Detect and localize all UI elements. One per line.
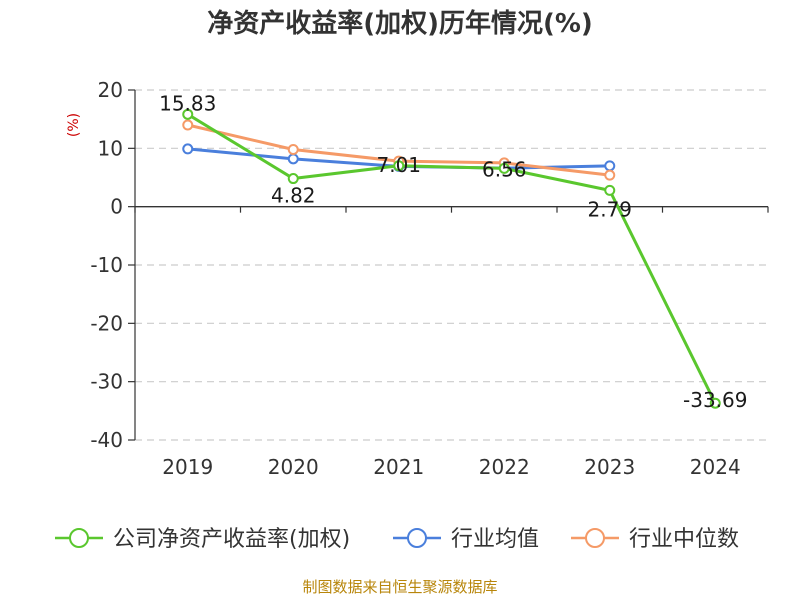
y-tick-label: -10 [90, 253, 123, 277]
legend-label-1: 行业均值 [451, 527, 539, 552]
source-note: 制图数据来自恒生聚源数据库 [302, 578, 497, 596]
x-tick-label: 2019 [162, 455, 213, 479]
legend-marker-2 [585, 528, 605, 548]
grid-layer [135, 89, 768, 441]
data-label: 7.01 [376, 153, 421, 177]
y-tick-label: 20 [98, 78, 123, 102]
x-tick-label: 2021 [373, 455, 424, 479]
x-tick-label: 2024 [690, 455, 741, 479]
data-point-0 [709, 397, 721, 409]
data-label: 15.83 [159, 91, 216, 115]
data-point-2 [287, 144, 299, 155]
data-point-0 [182, 108, 194, 120]
legend: 公司净资产收益率(加权) 行业均值 行业中位数 [55, 527, 739, 552]
chart-title: 净资产收益率(加权)历年情况(%) [207, 8, 593, 39]
legend-label-0: 公司净资产收益率(加权) [113, 527, 350, 552]
y-tick-label: -20 [90, 311, 123, 335]
data-point-1 [182, 143, 194, 155]
data-label-layer: 15.83 4.82 7.01 6.56 2.79 -33.69 [159, 91, 747, 412]
data-point-0 [604, 184, 616, 196]
series-line-0 [186, 113, 717, 404]
legend-label-2: 行业中位数 [629, 527, 739, 552]
y-tick-label: 10 [98, 136, 123, 160]
data-point-0 [287, 173, 299, 185]
x-tick-label: 2020 [268, 455, 319, 479]
legend-marker-0 [69, 528, 89, 548]
data-label: 6.56 [482, 157, 527, 181]
y-tick-label: 0 [110, 195, 123, 219]
data-point-2 [182, 119, 194, 131]
axis-layer: 20 10 0 -10 -20 -30 -40 2019 2020 2021 2022 2023 202… [90, 78, 769, 479]
y-tick-label: -30 [90, 370, 123, 394]
y-axis-unit-label: (%) [66, 113, 82, 137]
series-layer [182, 108, 721, 409]
y-tick-label: -40 [90, 428, 123, 452]
data-point-0 [498, 162, 510, 174]
data-point-1 [287, 153, 299, 165]
data-label: 4.82 [271, 184, 316, 208]
data-point-0 [393, 160, 405, 172]
data-point-1 [604, 160, 616, 172]
legend-marker-1 [407, 528, 427, 548]
data-point-2 [604, 169, 616, 181]
data-label: 2.79 [587, 197, 632, 221]
x-tick-label: 2022 [479, 455, 530, 479]
data-label: -33.69 [683, 388, 747, 412]
x-tick-label: 2023 [584, 455, 635, 479]
